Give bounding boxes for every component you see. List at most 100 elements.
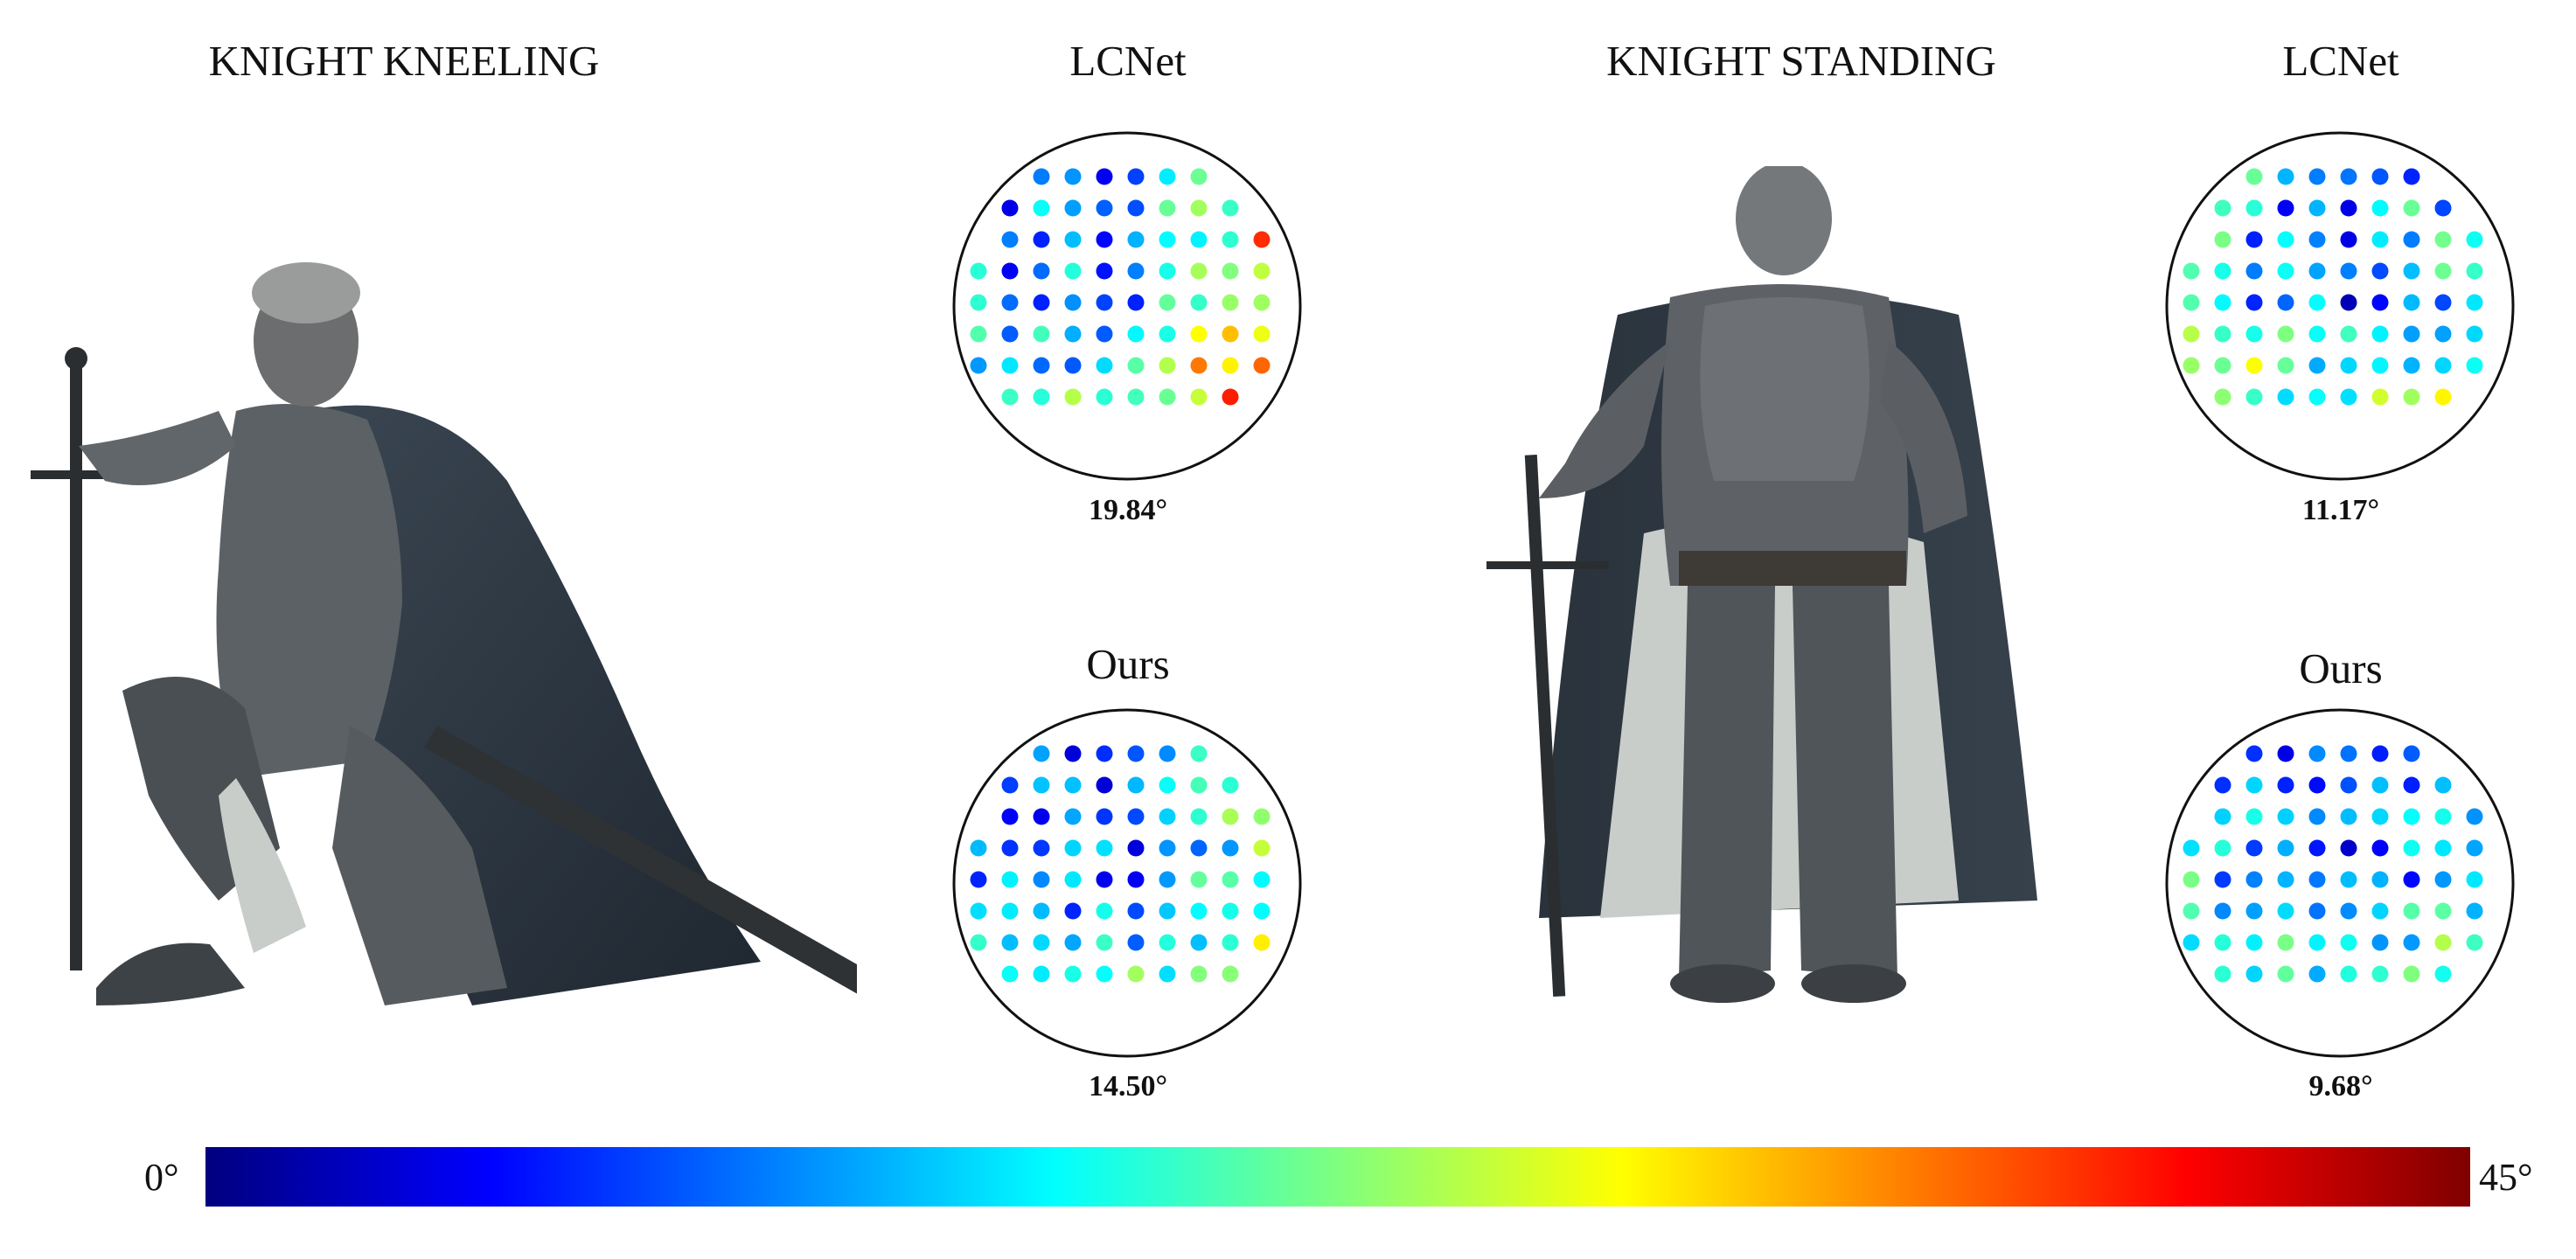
colorbar-min-label: 0°	[144, 1156, 179, 1199]
error-dot	[1127, 871, 1145, 888]
error-dot	[2214, 839, 2231, 857]
error-dot	[2340, 168, 2357, 185]
error-dot	[2214, 934, 2231, 951]
error-dot	[1190, 325, 1208, 343]
error-dot	[1222, 357, 1239, 374]
error-dot	[2434, 325, 2452, 343]
error-dot	[1033, 902, 1050, 920]
error-dot	[1127, 965, 1145, 983]
error-dot	[1159, 294, 1176, 311]
error-dot	[1033, 168, 1050, 185]
error-dot	[2277, 357, 2294, 374]
error-dot	[1222, 934, 1239, 951]
error-dot	[2403, 325, 2420, 343]
error-dot	[1222, 388, 1239, 406]
error-dot	[1096, 388, 1113, 406]
method-title-lcnet-kneeling: LCNet	[1069, 37, 1187, 85]
error-dot	[2214, 325, 2231, 343]
error-dot	[1159, 325, 1176, 343]
error-dot	[1033, 808, 1050, 825]
error-dot	[2277, 325, 2294, 343]
disk-outline	[952, 708, 1302, 1058]
error-dot	[970, 839, 987, 857]
error-dot	[2214, 262, 2231, 280]
error-dot	[2245, 325, 2263, 343]
error-dot	[1001, 776, 1019, 794]
error-value-lcnet-kneeling: 19.84°	[1088, 494, 1168, 526]
error-dot	[2466, 262, 2483, 280]
error-dot	[1253, 934, 1271, 951]
error-dot	[1253, 902, 1271, 920]
error-dot	[2277, 808, 2294, 825]
error-dot	[1190, 388, 1208, 406]
error-dot	[2340, 262, 2357, 280]
error-dot	[1064, 776, 1082, 794]
error-value-ours-kneeling: 14.50°	[1088, 1070, 1168, 1102]
error-dot	[2434, 808, 2452, 825]
error-dot	[1033, 839, 1050, 857]
error-dot	[1096, 808, 1113, 825]
error-dot	[1222, 965, 1239, 983]
error-dot	[1033, 871, 1050, 888]
error-dot	[1222, 231, 1239, 248]
error-dot	[2434, 934, 2452, 951]
error-dot	[1064, 168, 1082, 185]
error-dot	[1064, 325, 1082, 343]
error-dot	[970, 871, 987, 888]
error-dot	[1190, 357, 1208, 374]
error-dot	[2340, 199, 2357, 217]
error-dot	[1033, 776, 1050, 794]
error-dot	[1096, 357, 1113, 374]
error-dot	[1253, 231, 1271, 248]
error-dot	[2308, 839, 2326, 857]
error-dot	[2277, 965, 2294, 983]
error-disk-lcnet-kneeling	[952, 131, 1302, 481]
error-dot	[1001, 231, 1019, 248]
error-dot	[2371, 262, 2389, 280]
error-dot	[1096, 262, 1113, 280]
error-dot	[1127, 168, 1145, 185]
error-dot	[2308, 871, 2326, 888]
error-disk-ours-kneeling	[952, 708, 1302, 1058]
error-dot	[1222, 871, 1239, 888]
error-dot	[2308, 934, 2326, 951]
error-dot	[2340, 839, 2357, 857]
error-dot	[2466, 325, 2483, 343]
colorbar	[205, 1147, 2470, 1207]
error-dot	[2403, 745, 2420, 762]
error-dot	[1190, 934, 1208, 951]
error-dot	[2371, 199, 2389, 217]
error-dot	[1033, 231, 1050, 248]
error-dot	[2371, 965, 2389, 983]
error-dot	[2371, 776, 2389, 794]
error-dot	[1096, 745, 1113, 762]
error-disk-lcnet-standing	[2165, 131, 2515, 481]
error-dot	[2277, 745, 2294, 762]
error-dot	[1190, 871, 1208, 888]
error-dot	[1001, 808, 1019, 825]
error-dot	[2340, 745, 2357, 762]
error-dot	[2245, 902, 2263, 920]
error-dot	[1159, 934, 1176, 951]
error-value-ours-standing: 9.68°	[2308, 1070, 2373, 1102]
error-dot	[1064, 199, 1082, 217]
error-dot	[2403, 808, 2420, 825]
error-dot	[1096, 199, 1113, 217]
panel-title-knight-kneeling: KNIGHT KNEELING	[208, 37, 600, 85]
error-dot	[2245, 357, 2263, 374]
error-dot	[2403, 776, 2420, 794]
error-dot	[2308, 808, 2326, 825]
error-dot	[2214, 808, 2231, 825]
error-dot	[1033, 934, 1050, 951]
error-dot	[2434, 388, 2452, 406]
error-dot	[1159, 357, 1176, 374]
error-dot	[1064, 357, 1082, 374]
error-dot	[1033, 965, 1050, 983]
error-dot	[2434, 231, 2452, 248]
error-dot	[2434, 262, 2452, 280]
error-dot	[2434, 965, 2452, 983]
error-dot	[1127, 388, 1145, 406]
error-dot	[2277, 839, 2294, 857]
error-dot	[2308, 231, 2326, 248]
error-dot	[2183, 839, 2200, 857]
